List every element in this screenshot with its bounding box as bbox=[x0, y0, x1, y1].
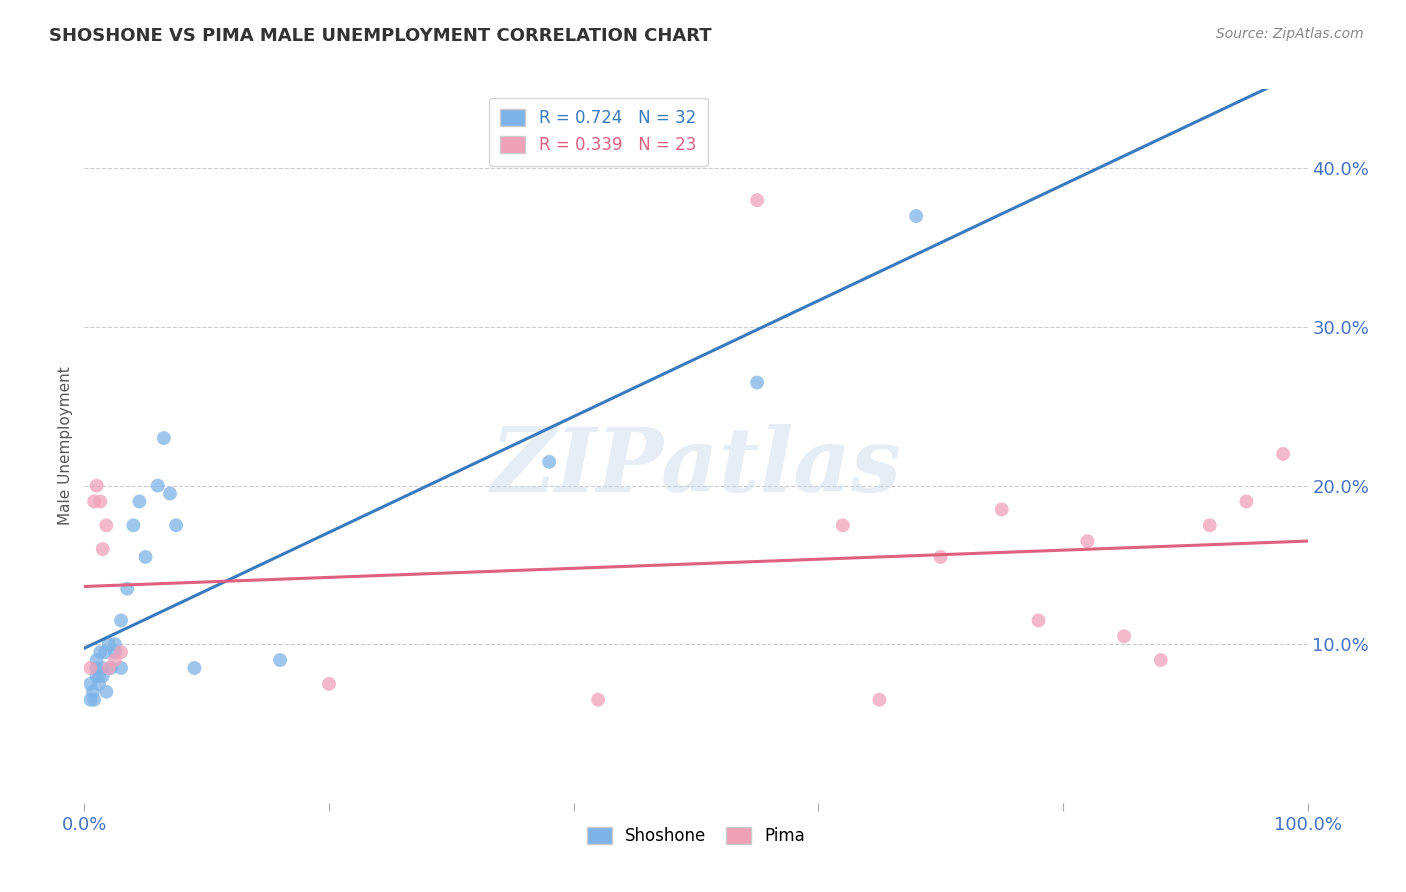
Point bbox=[110, 661, 132, 675]
Point bbox=[96, 685, 118, 699]
Text: SHOSHONE VS PIMA MALE UNEMPLOYMENT CORRELATION CHART: SHOSHONE VS PIMA MALE UNEMPLOYMENT CORRE… bbox=[49, 27, 711, 45]
Text: ZIPatlas: ZIPatlas bbox=[491, 425, 901, 510]
Point bbox=[83, 692, 105, 706]
Point bbox=[91, 542, 114, 557]
Point bbox=[128, 494, 150, 508]
Point bbox=[153, 431, 176, 445]
Point bbox=[135, 549, 157, 564]
Point bbox=[1272, 447, 1295, 461]
Point bbox=[110, 614, 132, 628]
Point bbox=[269, 653, 291, 667]
Point bbox=[94, 645, 117, 659]
Point bbox=[110, 645, 132, 659]
Point bbox=[91, 661, 114, 675]
Point bbox=[115, 582, 138, 596]
Point bbox=[104, 653, 127, 667]
Point bbox=[1114, 629, 1136, 643]
Point bbox=[1198, 518, 1220, 533]
Point bbox=[86, 478, 108, 492]
Point bbox=[318, 677, 340, 691]
Point bbox=[87, 677, 110, 691]
Point bbox=[869, 692, 891, 706]
Legend: Shoshone, Pima: Shoshone, Pima bbox=[579, 820, 813, 852]
Point bbox=[747, 376, 769, 390]
Point bbox=[538, 455, 561, 469]
Point bbox=[79, 661, 101, 675]
Point bbox=[97, 661, 120, 675]
Point bbox=[86, 669, 108, 683]
Point bbox=[79, 677, 101, 691]
Point bbox=[91, 669, 114, 683]
Y-axis label: Male Unemployment: Male Unemployment bbox=[58, 367, 73, 525]
Point bbox=[159, 486, 181, 500]
Point bbox=[100, 661, 122, 675]
Point bbox=[104, 637, 127, 651]
Point bbox=[83, 494, 105, 508]
Point bbox=[122, 518, 145, 533]
Point bbox=[165, 518, 187, 533]
Point bbox=[87, 669, 110, 683]
Point bbox=[1150, 653, 1173, 667]
Text: Source: ZipAtlas.com: Source: ZipAtlas.com bbox=[1216, 27, 1364, 41]
Point bbox=[1236, 494, 1258, 508]
Point bbox=[89, 494, 111, 508]
Point bbox=[82, 685, 104, 699]
Point bbox=[905, 209, 928, 223]
Point bbox=[96, 518, 118, 533]
Point bbox=[86, 661, 108, 675]
Point bbox=[104, 645, 127, 659]
Point bbox=[146, 478, 169, 492]
Point bbox=[991, 502, 1014, 516]
Point bbox=[586, 692, 609, 706]
Point bbox=[1028, 614, 1050, 628]
Point bbox=[86, 653, 108, 667]
Point bbox=[89, 645, 111, 659]
Point bbox=[97, 637, 120, 651]
Point bbox=[747, 193, 769, 207]
Point bbox=[929, 549, 952, 564]
Point bbox=[183, 661, 205, 675]
Point bbox=[831, 518, 853, 533]
Point bbox=[79, 692, 101, 706]
Point bbox=[1076, 534, 1098, 549]
